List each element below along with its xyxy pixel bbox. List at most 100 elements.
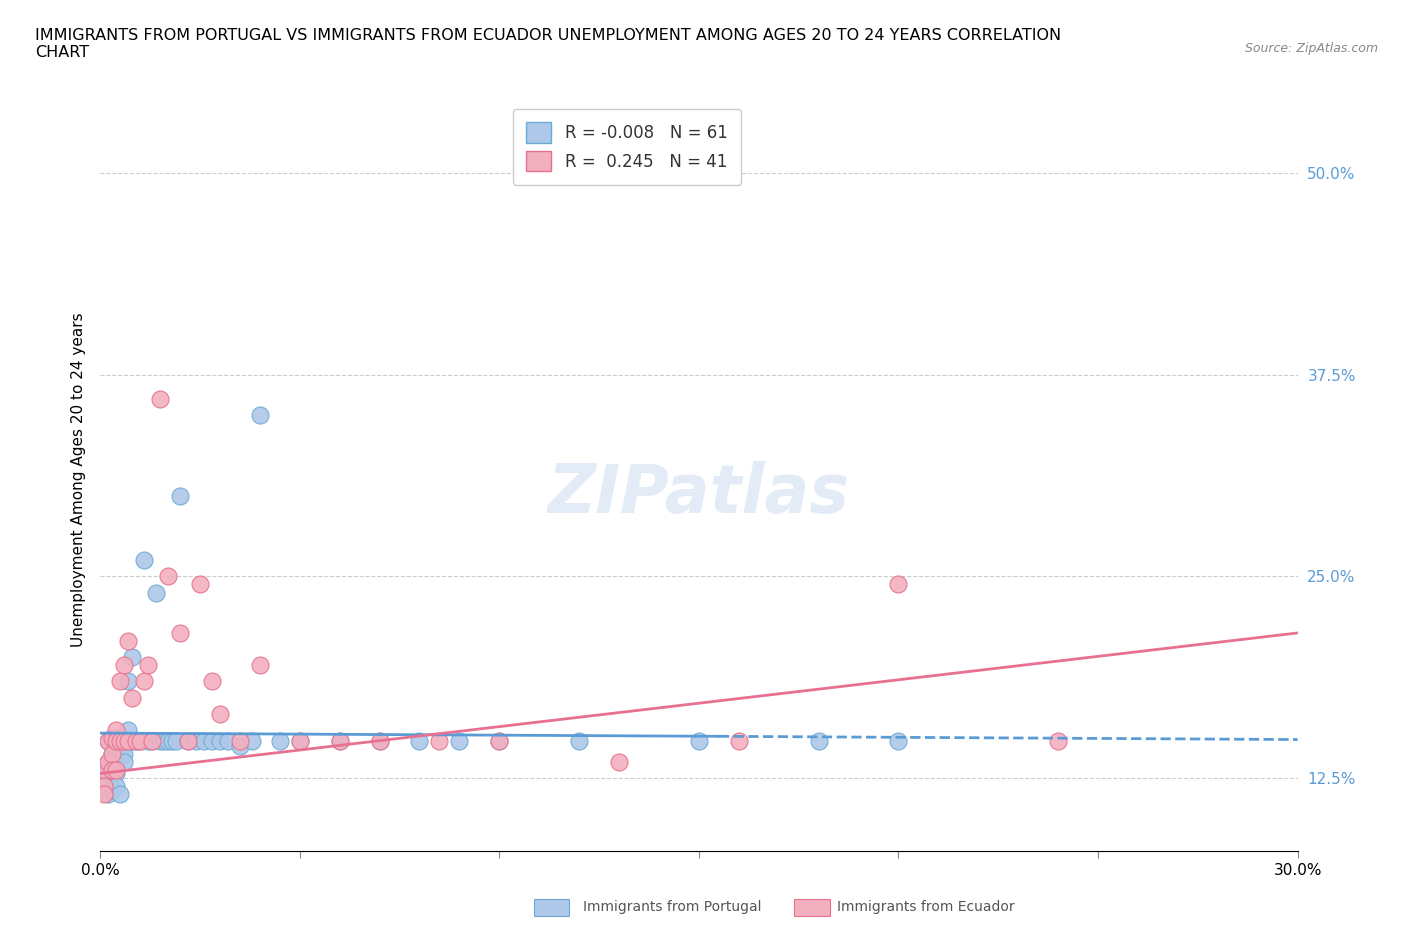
- Point: [97, 734, 120, 749]
- Point: [329, 734, 352, 749]
- Point: [368, 734, 391, 749]
- Point: [153, 734, 176, 749]
- Point: [208, 706, 231, 721]
- Point: [117, 734, 139, 749]
- Point: [105, 747, 128, 762]
- Point: [97, 766, 120, 781]
- Point: [101, 763, 124, 777]
- Point: [887, 734, 910, 749]
- Point: [368, 734, 391, 749]
- Point: [129, 734, 152, 749]
- Point: [108, 747, 131, 762]
- Point: [93, 779, 115, 794]
- Point: [105, 763, 128, 777]
- Point: [101, 730, 124, 745]
- Point: [108, 734, 131, 749]
- Point: [488, 734, 510, 749]
- Point: [101, 755, 124, 770]
- Point: [125, 734, 148, 749]
- Point: [105, 723, 128, 737]
- Point: [105, 734, 128, 749]
- Point: [249, 407, 271, 422]
- Point: [129, 734, 152, 749]
- Point: [269, 734, 291, 749]
- Point: [105, 766, 128, 781]
- Point: [108, 730, 131, 745]
- Point: [141, 734, 163, 749]
- Point: [807, 734, 830, 749]
- Point: [117, 723, 139, 737]
- Point: [201, 674, 224, 689]
- Point: [229, 734, 252, 749]
- Point: [193, 734, 215, 749]
- Point: [117, 734, 139, 749]
- Point: [112, 658, 135, 672]
- Point: [112, 734, 135, 749]
- Point: [145, 585, 167, 600]
- Text: Source: ZipAtlas.com: Source: ZipAtlas.com: [1244, 42, 1378, 55]
- Point: [727, 734, 749, 749]
- Point: [177, 734, 200, 749]
- Point: [156, 569, 179, 584]
- Point: [112, 734, 135, 749]
- Point: [101, 771, 124, 786]
- Point: [132, 552, 155, 567]
- Point: [887, 577, 910, 591]
- Point: [177, 734, 200, 749]
- Point: [117, 633, 139, 648]
- Point: [93, 771, 115, 786]
- Point: [449, 734, 471, 749]
- Point: [97, 787, 120, 802]
- Point: [188, 577, 211, 591]
- Point: [249, 658, 271, 672]
- Point: [105, 734, 128, 749]
- Point: [117, 674, 139, 689]
- Point: [108, 674, 131, 689]
- Point: [141, 734, 163, 749]
- Point: [121, 690, 143, 705]
- Point: [93, 779, 115, 794]
- Point: [229, 738, 252, 753]
- Point: [149, 392, 172, 406]
- Point: [97, 755, 120, 770]
- Point: [101, 782, 124, 797]
- Point: [201, 734, 224, 749]
- Point: [101, 747, 124, 762]
- Point: [125, 734, 148, 749]
- Point: [136, 658, 159, 672]
- Point: [108, 734, 131, 749]
- Point: [112, 747, 135, 762]
- Point: [240, 734, 263, 749]
- Point: [488, 734, 510, 749]
- Point: [607, 755, 630, 770]
- Point: [568, 734, 591, 749]
- Point: [165, 734, 187, 749]
- Point: [101, 734, 124, 749]
- Point: [93, 763, 115, 777]
- Point: [688, 734, 710, 749]
- Point: [108, 787, 131, 802]
- Point: [156, 734, 179, 749]
- Point: [121, 650, 143, 665]
- Point: [149, 734, 172, 749]
- Point: [169, 488, 191, 503]
- Point: [112, 755, 135, 770]
- Point: [184, 734, 207, 749]
- Point: [136, 734, 159, 749]
- Text: IMMIGRANTS FROM PORTUGAL VS IMMIGRANTS FROM ECUADOR UNEMPLOYMENT AMONG AGES 20 T: IMMIGRANTS FROM PORTUGAL VS IMMIGRANTS F…: [35, 28, 1062, 60]
- Point: [208, 734, 231, 749]
- Point: [217, 734, 239, 749]
- Text: Immigrants from Ecuador: Immigrants from Ecuador: [837, 899, 1014, 914]
- Point: [93, 763, 115, 777]
- Point: [429, 734, 451, 749]
- Point: [408, 734, 430, 749]
- Point: [121, 734, 143, 749]
- Point: [93, 787, 115, 802]
- Point: [132, 674, 155, 689]
- Point: [97, 734, 120, 749]
- Text: ZIPatlas: ZIPatlas: [548, 461, 849, 527]
- Text: Immigrants from Portugal: Immigrants from Portugal: [583, 899, 762, 914]
- Point: [288, 734, 311, 749]
- Point: [160, 734, 183, 749]
- Point: [97, 755, 120, 770]
